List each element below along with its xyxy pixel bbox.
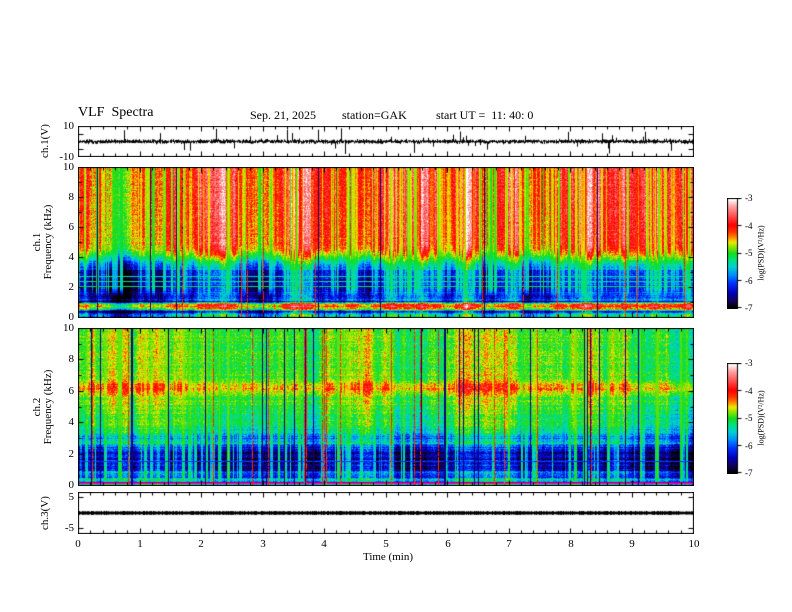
x-tick-label: 6 <box>445 538 451 550</box>
ch1-spec-axis-label-frequency: Frequency (kHz) <box>42 204 54 280</box>
ch2-spec-ytick: 4 <box>68 416 75 428</box>
colorbar-ch1 <box>727 198 743 309</box>
ch1-spec-ytick: 10 <box>63 161 74 173</box>
ch1-spec-ytick: 6 <box>68 221 75 233</box>
colorbar1-tick: -3 <box>745 193 753 203</box>
ch2-spec-axis-label-frequency: Frequency (kHz) <box>42 369 54 445</box>
ch1-waveform-plot <box>78 126 694 157</box>
x-tick-label: 1 <box>137 538 143 550</box>
colorbar1-tick: -7 <box>745 303 753 313</box>
colorbar1-title: log(PSD)(V²/Hz) <box>756 225 766 281</box>
ch2-spec-ytick: 10 <box>63 322 74 334</box>
colorbar2-tick: -7 <box>745 468 753 478</box>
x-tick-label: 8 <box>568 538 574 550</box>
ch2-spec-ytick: 6 <box>68 385 75 397</box>
x-tick-label: 0 <box>75 538 81 550</box>
ch2-spec-axis-label: ch.2 Frequency (kHz) <box>31 369 54 445</box>
colorbar2-tick: -4 <box>745 386 753 396</box>
x-tick-label: 7 <box>506 538 512 550</box>
ch1-spec-ytick: 8 <box>68 191 75 203</box>
x-tick-label: 10 <box>688 538 700 550</box>
figure-date: Sep. 21, 2025 <box>250 108 316 122</box>
colorbar1-tick: -6 <box>745 276 753 286</box>
colorbar-ch2 <box>727 363 743 474</box>
figure-title: VLF Spectra <box>78 105 154 120</box>
x-tick-label: 4 <box>321 538 327 550</box>
ch1-spectrogram-plot <box>78 167 694 318</box>
ch1-wave-ytick-top: 10 <box>63 120 74 132</box>
ch3-wave-ytick-bottom: -5 <box>64 522 74 534</box>
colorbar2-tick: -5 <box>745 413 753 423</box>
ch1-spec-ytick: 4 <box>68 251 75 263</box>
colorbar2-title: log(PSD)(V²/Hz) <box>756 390 766 446</box>
ch2-spec-ytick: 0 <box>68 479 75 491</box>
colorbar2-tick: -3 <box>745 358 753 368</box>
ch3-waveform-plot <box>78 492 694 534</box>
colorbar2-tick: -6 <box>745 441 753 451</box>
ch1-wave-ytick-bottom: -10 <box>59 151 74 163</box>
ch1-spec-ytick: 0 <box>68 311 75 323</box>
colorbar1-tick: -5 <box>745 248 753 258</box>
ch3-wave-axis-label: ch.3(V) <box>39 496 51 530</box>
ch2-spec-ytick: 2 <box>68 448 75 460</box>
colorbar1-tick: -4 <box>745 221 753 231</box>
x-tick-label: 5 <box>383 538 389 550</box>
figure-start-ut: start UT = 11: 40: 0 <box>436 108 534 122</box>
x-tick-label: 2 <box>198 538 204 550</box>
ch1-spec-axis-label: ch.1 Frequency (kHz) <box>31 204 54 280</box>
ch2-spectrogram-plot <box>78 328 694 486</box>
x-axis-title: Time (min) <box>362 551 413 563</box>
ch1-wave-axis-label: ch.1(V) <box>39 124 51 158</box>
x-tick-label: 9 <box>629 538 635 550</box>
ch2-spec-ytick: 8 <box>68 353 75 365</box>
ch1-spec-ytick: 2 <box>68 281 75 293</box>
ch3-wave-ytick-top: 5 <box>68 491 75 503</box>
figure-station: station=GAK <box>342 108 407 122</box>
x-tick-label: 3 <box>260 538 266 550</box>
